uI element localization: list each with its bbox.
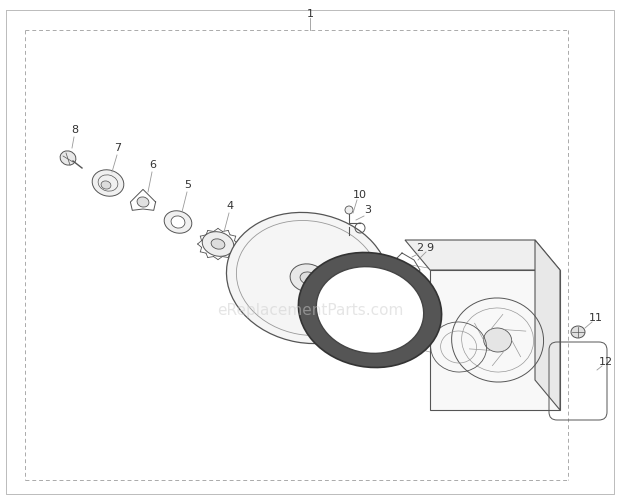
Text: 8: 8 — [71, 125, 79, 135]
Text: 7: 7 — [115, 143, 122, 153]
Text: 9: 9 — [427, 243, 433, 253]
Text: 3: 3 — [365, 205, 371, 215]
Ellipse shape — [300, 272, 316, 284]
Ellipse shape — [401, 265, 413, 275]
Text: 2: 2 — [417, 243, 423, 253]
Ellipse shape — [164, 211, 192, 233]
Text: 4: 4 — [226, 201, 234, 211]
Polygon shape — [277, 243, 306, 274]
Text: 1: 1 — [306, 9, 314, 19]
Polygon shape — [262, 276, 301, 293]
Ellipse shape — [211, 239, 225, 249]
Polygon shape — [312, 248, 348, 275]
Ellipse shape — [171, 216, 185, 228]
Ellipse shape — [290, 264, 326, 292]
Ellipse shape — [226, 212, 389, 344]
Polygon shape — [291, 284, 314, 311]
Polygon shape — [430, 270, 560, 410]
Polygon shape — [314, 279, 352, 301]
Text: 6: 6 — [149, 160, 156, 170]
Ellipse shape — [60, 151, 76, 165]
Ellipse shape — [101, 181, 111, 189]
Text: 5: 5 — [185, 180, 192, 190]
Ellipse shape — [202, 232, 234, 257]
Ellipse shape — [571, 326, 585, 338]
Text: 11: 11 — [589, 313, 603, 323]
Ellipse shape — [316, 267, 423, 353]
Polygon shape — [535, 240, 560, 410]
Ellipse shape — [484, 328, 512, 352]
Text: eReplacementParts.com: eReplacementParts.com — [217, 302, 403, 318]
Text: 12: 12 — [599, 357, 613, 367]
Ellipse shape — [137, 197, 149, 207]
Ellipse shape — [298, 253, 441, 367]
Ellipse shape — [92, 170, 124, 196]
Circle shape — [345, 206, 353, 214]
Text: 10: 10 — [353, 190, 367, 200]
Polygon shape — [405, 240, 560, 270]
